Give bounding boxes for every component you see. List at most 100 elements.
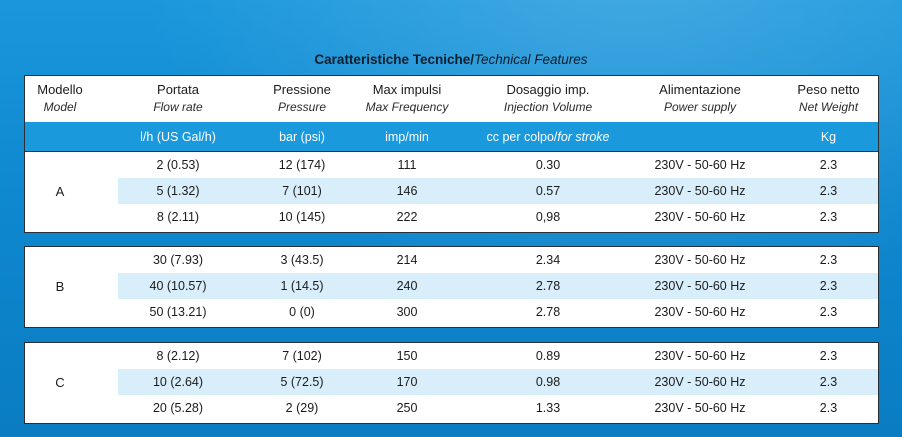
cell-weight: 2.3 — [819, 279, 838, 293]
table-row: 20 (5.28) 2 (29) 250 1.33 230V - 50-60 H… — [25, 395, 878, 421]
row-shading — [118, 273, 878, 299]
table-header: Modello Model Portata Flow rate Pression… — [24, 75, 879, 152]
cell-frequency: 111 — [397, 158, 417, 172]
cell-volume: 0.98 — [535, 375, 561, 389]
cell-pressure: 10 (145) — [278, 210, 326, 224]
header-model-it: Modello — [37, 82, 83, 97]
cell-pressure: 0 (0) — [289, 305, 315, 319]
cell-weight: 2.3 — [819, 375, 838, 389]
cell-frequency: 170 — [396, 375, 418, 389]
table-row: 30 (7.93) 3 (43.5) 214 2.34 230V - 50-60… — [25, 247, 878, 273]
cell-power: 230V - 50-60 Hz — [654, 158, 746, 172]
cell-frequency: 150 — [396, 349, 418, 363]
model-group-a: A 2 (0.53) 12 (174) 111 0.30 230V - 50-6… — [24, 151, 879, 233]
cell-frequency: 146 — [396, 184, 418, 198]
header-weight: Peso netto Net Weight — [779, 76, 878, 114]
header-frequency-it: Max impulsi — [372, 82, 442, 97]
cell-flow: 8 (2.11) — [156, 210, 200, 224]
row-shading — [118, 369, 878, 395]
title-english: Technical Features — [473, 52, 588, 67]
cell-flow: 10 (2.64) — [152, 375, 204, 389]
unit-frequency: imp/min — [385, 130, 429, 144]
cell-volume: 0.89 — [535, 349, 561, 363]
cell-power: 230V - 50-60 Hz — [654, 375, 746, 389]
cell-pressure: 3 (43.5) — [280, 253, 324, 267]
cell-pressure: 5 (72.5) — [280, 375, 324, 389]
cell-frequency: 214 — [396, 253, 418, 267]
cell-weight: 2.3 — [819, 158, 838, 172]
cell-weight: 2.3 — [819, 401, 838, 415]
cell-volume: 2.34 — [535, 253, 561, 267]
cell-frequency: 300 — [396, 305, 418, 319]
units-row: l/h (US Gal/h) bar (psi) imp/min cc per … — [25, 122, 878, 152]
header-power-it: Alimentazione — [659, 82, 741, 97]
header-frequency: Max impulsi Max Frequency — [345, 76, 469, 114]
cell-volume: 2.78 — [535, 279, 561, 293]
header-power-en: Power supply — [663, 100, 737, 114]
unit-weight: Kg — [820, 130, 837, 144]
unit-volume: cc per colpo/for stroke — [467, 122, 629, 152]
model-label: C — [55, 375, 65, 390]
model-label: A — [55, 184, 65, 199]
model-group-b: B 30 (7.93) 3 (43.5) 214 2.34 230V - 50-… — [24, 246, 879, 328]
table-row: 5 (1.32) 7 (101) 146 0.57 230V - 50-60 H… — [25, 178, 878, 204]
cell-flow: 8 (2.12) — [156, 349, 200, 363]
cell-pressure: 7 (102) — [282, 349, 322, 363]
cell-frequency: 222 — [396, 210, 418, 224]
cell-pressure: 12 (174) — [278, 158, 326, 172]
cell-volume: 2.78 — [535, 305, 561, 319]
table-row: 40 (10.57) 1 (14.5) 240 2.78 230V - 50-6… — [25, 273, 878, 299]
unit-volume-it: cc per colpo/ — [486, 130, 558, 144]
unit-pressure: bar (psi) — [279, 130, 325, 144]
cell-flow: 50 (13.21) — [149, 305, 207, 319]
header-frequency-en: Max Frequency — [365, 100, 449, 114]
cell-flow: 20 (5.28) — [152, 401, 204, 415]
cell-power: 230V - 50-60 Hz — [654, 184, 746, 198]
header-weight-it: Peso netto — [797, 82, 860, 97]
table-row: 50 (13.21) 0 (0) 300 2.78 230V - 50-60 H… — [25, 299, 878, 325]
cell-volume: 1.33 — [535, 401, 561, 415]
cell-weight: 2.3 — [819, 349, 838, 363]
cell-power: 230V - 50-60 Hz — [654, 305, 746, 319]
header-volume-it: Dosaggio imp. — [506, 82, 590, 97]
cell-power: 230V - 50-60 Hz — [654, 210, 746, 224]
cell-power: 230V - 50-60 Hz — [654, 349, 746, 363]
cell-power: 230V - 50-60 Hz — [654, 253, 746, 267]
cell-frequency: 250 — [396, 401, 418, 415]
cell-pressure: 7 (101) — [282, 184, 322, 198]
cell-weight: 2.3 — [819, 210, 838, 224]
row-shading — [118, 178, 878, 204]
model-group-c: C 8 (2.12) 7 (102) 150 0.89 230V - 50-60… — [24, 342, 879, 424]
cell-weight: 2.3 — [819, 253, 838, 267]
header-model-en: Model — [43, 100, 77, 114]
unit-flow: l/h (US Gal/h) — [140, 130, 216, 144]
header-pressure: Pressione Pressure — [247, 76, 357, 114]
cell-volume: 0.57 — [535, 184, 561, 198]
cell-power: 230V - 50-60 Hz — [654, 401, 746, 415]
cell-volume: 0,98 — [535, 210, 561, 224]
header-flow: Portata Flow rate — [111, 76, 245, 114]
title-italian: Caratteristiche Tecniche/ — [314, 52, 474, 67]
cell-power: 230V - 50-60 Hz — [654, 279, 746, 293]
cell-frequency: 240 — [396, 279, 418, 293]
cell-weight: 2.3 — [819, 184, 838, 198]
table-row: 8 (2.11) 10 (145) 222 0,98 230V - 50-60 … — [25, 204, 878, 230]
cell-volume: 0.30 — [535, 158, 561, 172]
header-pressure-it: Pressione — [273, 82, 331, 97]
header-volume-en: Injection Volume — [503, 100, 593, 114]
header-weight-en: Net Weight — [798, 100, 859, 114]
table-row: 2 (0.53) 12 (174) 111 0.30 230V - 50-60 … — [25, 152, 878, 178]
cell-weight: 2.3 — [819, 305, 838, 319]
model-label: B — [55, 279, 65, 294]
cell-flow: 2 (0.53) — [156, 158, 200, 172]
unit-volume-en: for stroke — [557, 130, 610, 144]
cell-pressure: 1 (14.5) — [280, 279, 324, 293]
table-row: 10 (2.64) 5 (72.5) 170 0.98 230V - 50-60… — [25, 369, 878, 395]
cell-flow: 30 (7.93) — [152, 253, 204, 267]
header-volume: Dosaggio imp. Injection Volume — [467, 76, 629, 114]
header-power: Alimentazione Power supply — [621, 76, 779, 114]
cell-flow: 5 (1.32) — [156, 184, 200, 198]
table-row: 8 (2.12) 7 (102) 150 0.89 230V - 50-60 H… — [25, 343, 878, 369]
cell-flow: 40 (10.57) — [149, 279, 207, 293]
column-headers: Modello Model Portata Flow rate Pression… — [25, 76, 878, 122]
